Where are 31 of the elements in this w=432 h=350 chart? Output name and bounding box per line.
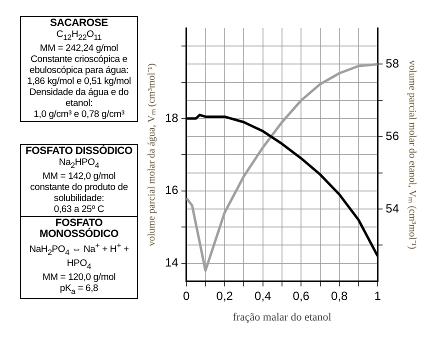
x-tick-label: 0,4: [254, 288, 272, 303]
text: constante do produto de solubilidade:: [29, 182, 129, 204]
x-tick-label: 0,6: [292, 288, 310, 303]
text: C$_{12}$H$_{22}$O$_{11}$: [55, 29, 103, 43]
y2-tick-label: 54: [386, 201, 400, 216]
x-tick-label: 1: [374, 288, 382, 303]
text: Na$_{2}$HPO$_{4}$: [58, 156, 100, 171]
x-tick-label: 0: [183, 288, 190, 303]
text: 1,0 g/cm³ e 0,78 g/cm³: [32, 108, 126, 120]
text: NaH$_{2}$PO$_{4}$ ⇔ Na$^{+}$ + H$^{+}$ + HPO$_{4}$: [29, 240, 129, 271]
text: MM = 120,0 g/mol: [41, 272, 117, 283]
text: 1,86 kg/mol e 0,51 kg/mol: [26, 76, 132, 87]
y-tick-label: 18: [164, 110, 179, 125]
x-tick-label: 0,2: [216, 288, 234, 303]
y2-tick-label: 56: [386, 128, 400, 143]
text: Constante crioscópica e ebuloscópica para água:: [28, 54, 130, 76]
x-axis-title: fração malar do etanol: [232, 311, 332, 324]
y2-tick-label: 58: [386, 56, 400, 71]
y-axis-title: volume parcial molar da água, Vₘ (cm³mol⁻¹): [146, 63, 158, 246]
text: MM = 242,24 g/mol: [38, 42, 120, 54]
y2-axis-title: volume parcial molar do etanol, Vₘ (cm³mol⁻¹): [406, 60, 418, 250]
text: MM = 142,0 g/mol: [41, 170, 117, 182]
text: Densidade da água e do etanol:: [28, 86, 130, 109]
y-tick-label: 16: [164, 183, 179, 198]
text: FOSFATO MONOSSÓDICO: [38, 216, 120, 240]
x-tick-label: 0,8: [331, 288, 348, 303]
text: FOSFATO DISSÓDICO: [24, 144, 134, 157]
text: SACAROSE: [49, 17, 109, 29]
text: pK$_{a}$ = 6,8: [58, 282, 100, 297]
y-tick-label: 14: [164, 256, 179, 270]
text: 0,63 a 25º C: [52, 204, 106, 215]
